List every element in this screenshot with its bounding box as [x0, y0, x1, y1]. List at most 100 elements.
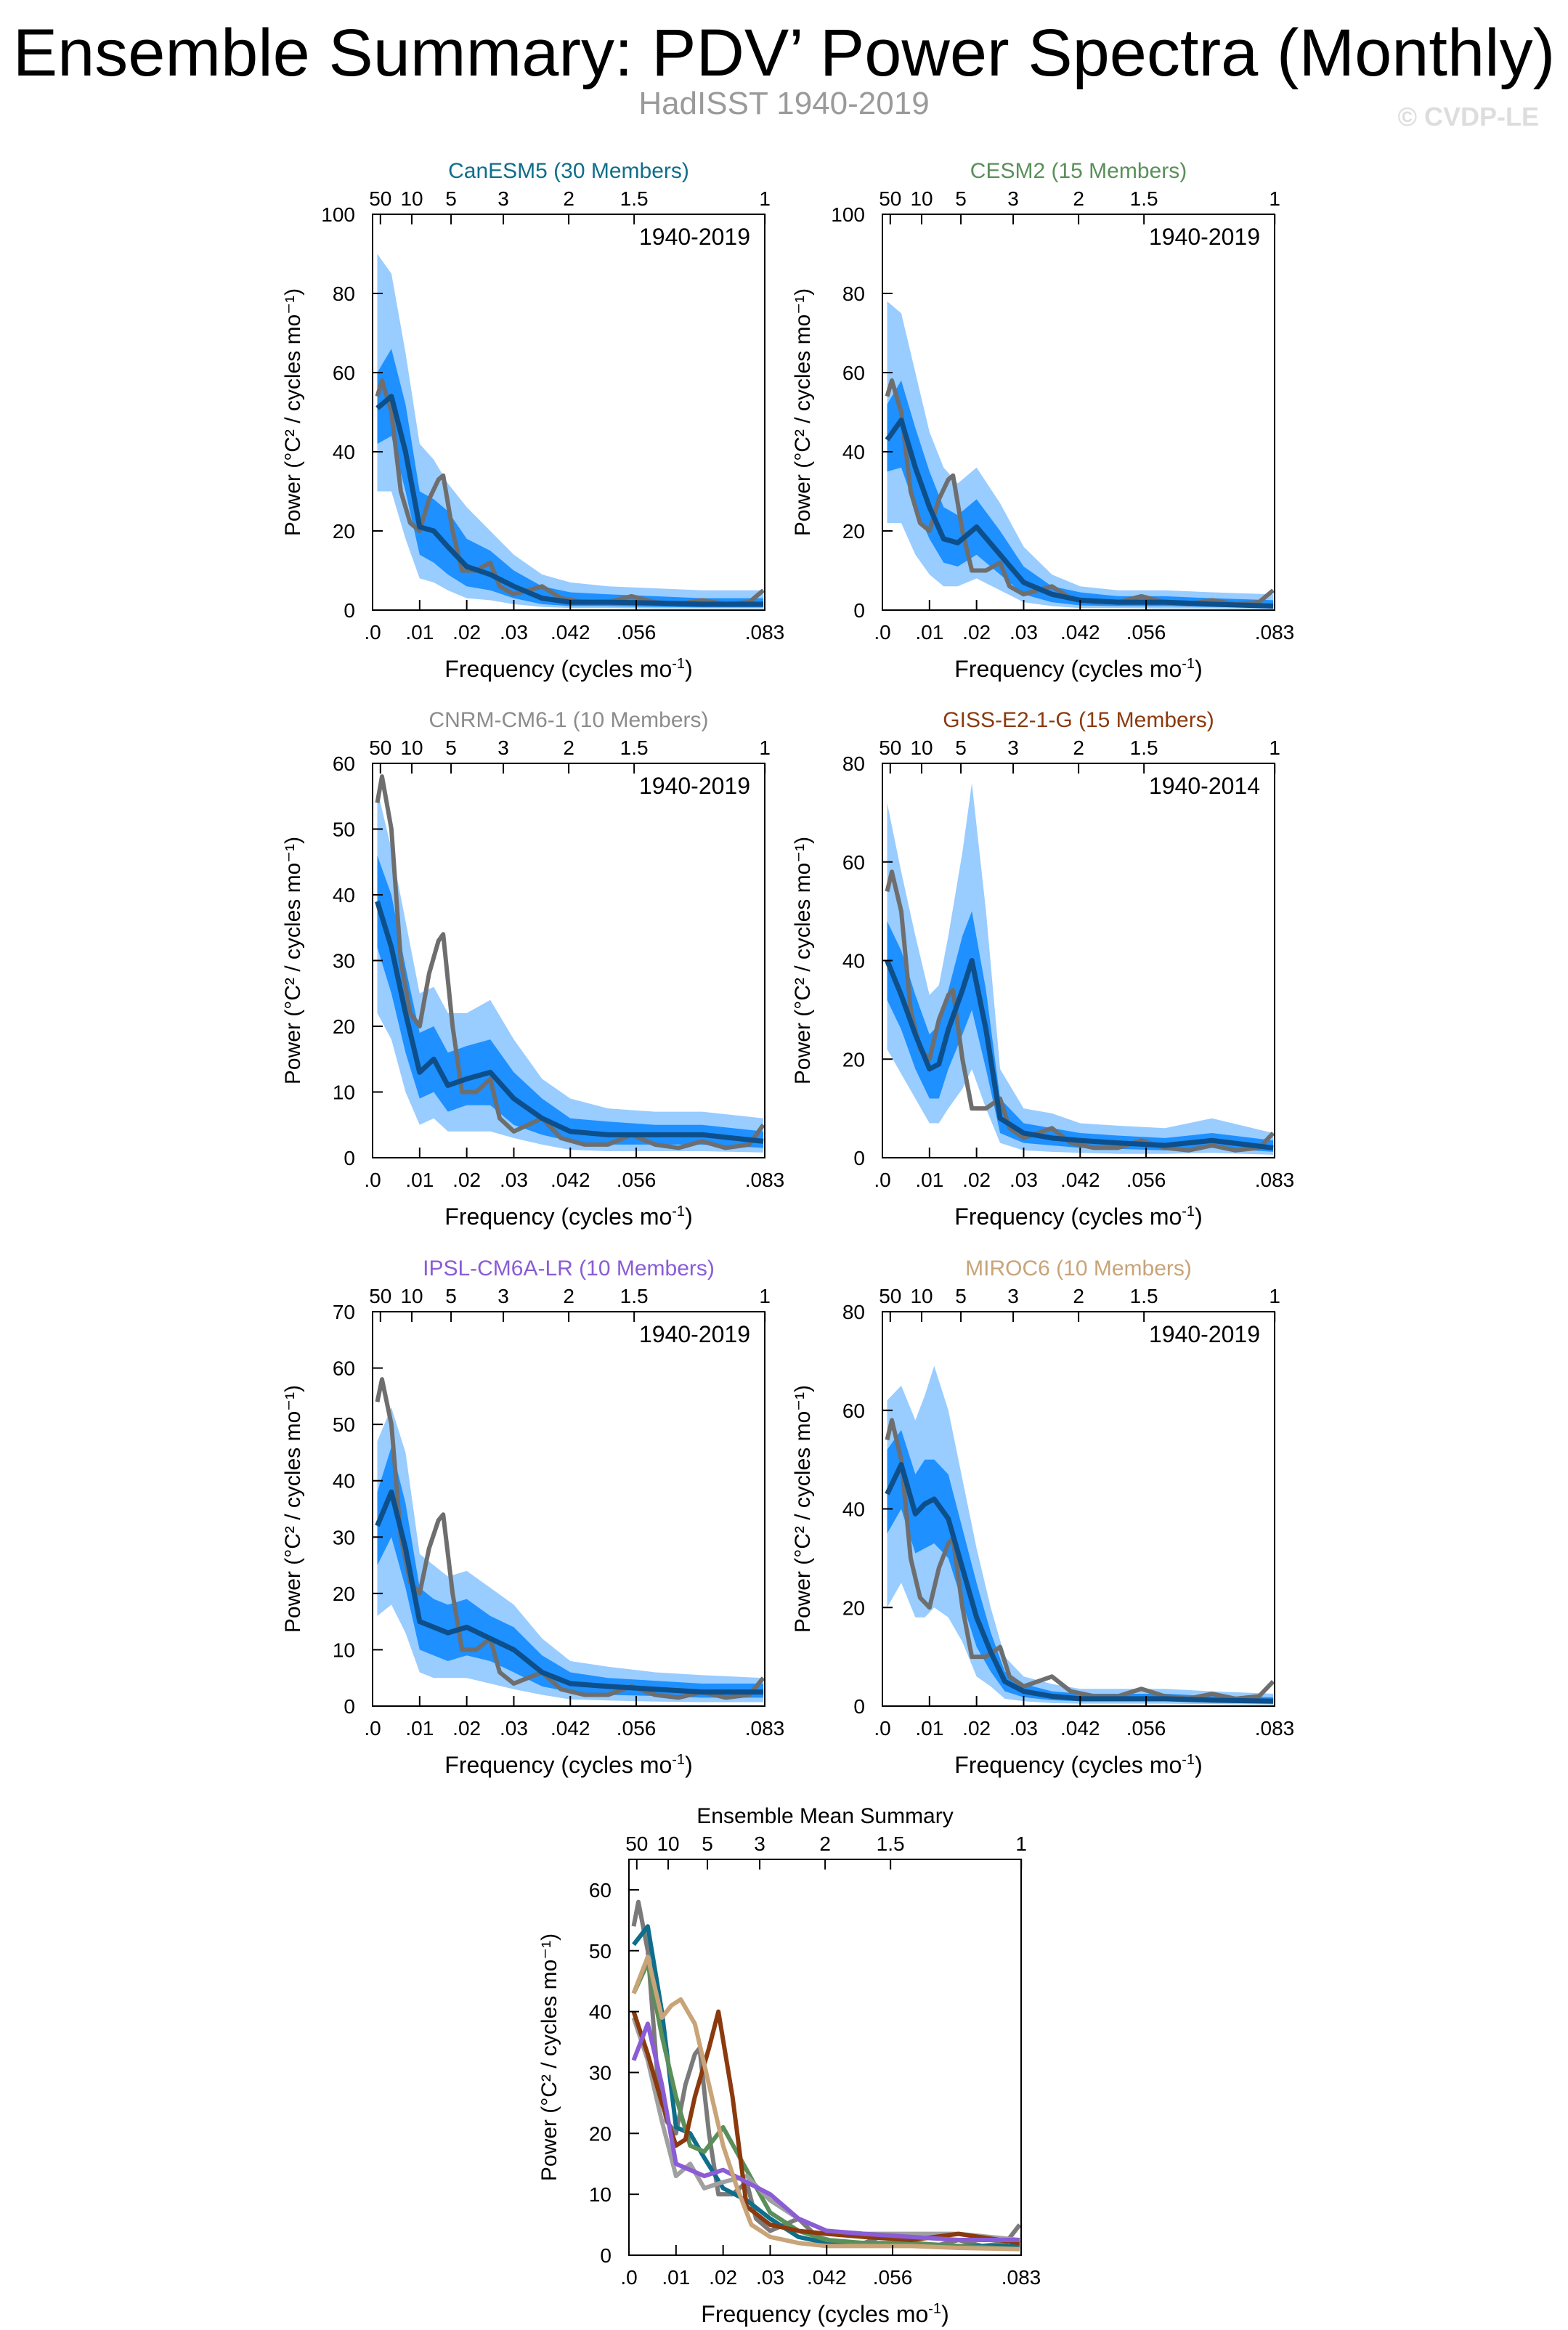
y-tick-label: 30	[333, 950, 355, 973]
period-tick-label: 5	[955, 1285, 967, 1307]
y-tick-label: 30	[589, 2061, 612, 2084]
plot-area	[375, 253, 765, 609]
x-tick-label: .01	[405, 1169, 434, 1191]
y-axis-label: Power (°C² / cycles mo⁻¹)	[791, 1385, 815, 1633]
period-label: 1940-2019	[639, 773, 750, 799]
series-line-miroc6	[631, 1954, 1020, 2252]
y-tick-label: 20	[333, 520, 355, 543]
y-tick-label: 20	[589, 2122, 612, 2145]
series-line-cesm2	[631, 1960, 1020, 2252]
x-tick-label: .056	[617, 1717, 657, 1740]
credit-watermark: © CVDP-LE	[1397, 102, 1539, 131]
y-tick-label: 10	[333, 1081, 355, 1104]
y-axis-label: Power (°C² / cycles mo⁻¹)	[281, 288, 305, 536]
series-line-canesm5	[632, 1924, 1020, 2249]
plot-area	[631, 1899, 1021, 2252]
x-tick-label: .0	[874, 1169, 890, 1191]
y-tick-label: 10	[333, 1639, 355, 1661]
period-tick-label: 1	[1015, 1832, 1027, 1855]
period-tick-label: 10	[657, 1832, 679, 1855]
series-line-giss-e2-1-g	[631, 2009, 1020, 2246]
period-tick-label: 5	[702, 1832, 713, 1855]
x-tick-label: .03	[1010, 1717, 1038, 1740]
y-tick-label: 40	[589, 2001, 612, 2023]
y-tick-label: 20	[333, 1583, 355, 1605]
ensemble-mean-line	[375, 901, 764, 1144]
period-tick-label: 1.5	[1130, 1285, 1158, 1307]
period-tick-label: 10	[400, 736, 423, 759]
y-tick-label: 0	[853, 1695, 865, 1718]
period-label: 1940-2019	[1149, 224, 1260, 250]
period-tick-label: 1.5	[1130, 736, 1158, 759]
x-tick-label: .01	[662, 2266, 690, 2289]
period-tick-label: 50	[369, 187, 391, 210]
period-tick-label: 3	[1007, 187, 1019, 210]
x-tick-label: .03	[500, 621, 528, 644]
y-tick-label: 40	[333, 1470, 355, 1493]
inner-spread-band	[377, 1447, 764, 1698]
x-tick-label: .02	[709, 2266, 737, 2289]
period-tick-label: 2	[1073, 1285, 1084, 1307]
x-tick-label: .042	[807, 2266, 847, 2289]
y-tick-label: 20	[842, 1048, 865, 1071]
period-tick-label: 10	[400, 1285, 423, 1307]
period-tick-label: 2	[819, 1832, 831, 1855]
y-axis-label: Power (°C² / cycles mo⁻¹)	[537, 1933, 561, 2181]
obs-line	[375, 774, 765, 1150]
x-axis-label: Frequency (cycles mo-1)	[701, 2301, 948, 2327]
x-tick-label: .03	[1010, 1169, 1038, 1191]
period-tick-label: 1.5	[620, 187, 649, 210]
period-tick-label: 1	[759, 1285, 771, 1307]
period-tick-label: 50	[369, 736, 391, 759]
inner-spread-band	[887, 380, 1274, 608]
x-tick-label: .083	[745, 621, 785, 644]
period-tick-label: 1.5	[620, 736, 649, 759]
period-tick-label: 2	[563, 736, 574, 759]
y-tick-label: 70	[333, 1301, 355, 1323]
y-axis-label: Power (°C² / cycles mo⁻¹)	[281, 837, 305, 1084]
y-tick-label: 40	[842, 441, 865, 463]
y-tick-label: 80	[842, 283, 865, 305]
y-tick-label: 40	[842, 1498, 865, 1521]
y-axis-label: Power (°C² / cycles mo⁻¹)	[791, 288, 815, 536]
x-tick-label: .042	[1060, 1169, 1100, 1191]
series-line-cnrm-cm6-1	[631, 2017, 1020, 2243]
period-tick-label: 5	[445, 187, 457, 210]
chart-panel-canesm5: 0 20 40 60 80 100 .0 .01 .02 .03 .042 .056 .083 50 10 5…	[281, 159, 784, 682]
period-tick-label: 50	[879, 1285, 901, 1307]
x-tick-label: .083	[745, 1717, 785, 1740]
x-tick-label: .01	[405, 1717, 434, 1740]
period-label: 1940-2019	[639, 1321, 750, 1347]
inner-spread-band	[377, 349, 764, 608]
y-tick-label: 50	[333, 819, 355, 841]
period-label: 1940-2019	[1149, 1321, 1260, 1347]
outer-spread-band	[887, 783, 1274, 1155]
ensemble-mean-line	[375, 1489, 764, 1695]
x-tick-label: .03	[756, 2266, 784, 2289]
period-tick-label: 1.5	[877, 1832, 905, 1855]
x-tick-label: .042	[551, 621, 590, 644]
period-tick-label: 5	[445, 1285, 457, 1307]
period-tick-label: 1.5	[1130, 187, 1158, 210]
plot-area	[375, 1377, 765, 1702]
x-tick-label: .042	[1060, 621, 1100, 644]
period-tick-label: 10	[400, 187, 423, 210]
plot-frame	[628, 1859, 1022, 2256]
x-tick-label: .042	[551, 1169, 590, 1191]
y-tick-label: 50	[333, 1413, 355, 1436]
x-tick-label: .01	[915, 1169, 943, 1191]
ensemble-mean-line	[885, 417, 1274, 609]
x-tick-label: .083	[745, 1169, 785, 1191]
y-tick-label: 40	[333, 441, 355, 463]
period-tick-label: 10	[910, 736, 933, 759]
y-tick-label: 20	[842, 520, 865, 543]
x-axis-label: Frequency (cycles mo-1)	[954, 656, 1202, 682]
x-tick-label: .0	[364, 1169, 381, 1191]
x-tick-label: .02	[452, 621, 481, 644]
y-tick-label: 30	[333, 1526, 355, 1548]
plot-area	[375, 774, 765, 1153]
y-tick-label: 80	[842, 752, 865, 775]
y-tick-label: 0	[600, 2244, 612, 2267]
x-tick-label: .0	[874, 1717, 890, 1740]
